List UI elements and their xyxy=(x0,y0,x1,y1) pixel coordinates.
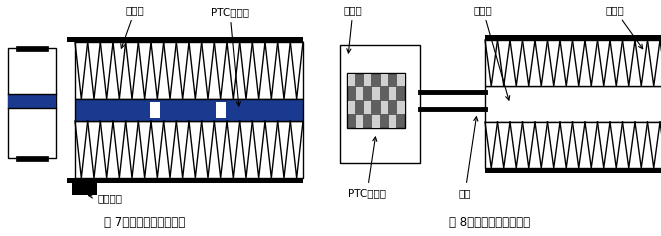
Bar xyxy=(348,73,355,86)
Bar xyxy=(216,102,226,118)
Bar xyxy=(389,87,396,100)
Text: 图 8。绝缘型空气加热器: 图 8。绝缘型空气加热器 xyxy=(449,215,531,228)
Bar xyxy=(67,178,303,183)
Text: 散热器: 散热器 xyxy=(121,5,144,48)
Text: 散热器: 散热器 xyxy=(605,5,642,49)
Bar xyxy=(75,99,303,121)
Text: 电线: 电线 xyxy=(459,117,478,198)
Bar xyxy=(485,168,661,173)
Bar xyxy=(347,73,405,128)
Text: 铝外壳: 铝外壳 xyxy=(474,5,510,100)
Bar xyxy=(473,93,489,108)
Bar xyxy=(16,46,48,51)
Bar xyxy=(381,73,388,86)
Bar xyxy=(364,101,371,114)
Bar xyxy=(356,87,363,100)
Bar xyxy=(381,101,388,114)
Bar xyxy=(16,156,48,160)
Bar xyxy=(485,122,661,168)
Bar xyxy=(340,45,420,163)
Bar xyxy=(75,42,303,99)
Bar xyxy=(397,73,405,86)
Bar xyxy=(364,73,371,86)
Bar xyxy=(485,40,661,86)
Text: 绝缘层: 绝缘层 xyxy=(344,5,362,53)
Text: 电极插头: 电极插头 xyxy=(89,193,122,203)
Bar xyxy=(397,101,405,114)
Bar xyxy=(67,37,303,42)
Bar xyxy=(8,48,56,158)
Bar xyxy=(8,94,56,108)
Bar xyxy=(150,102,160,118)
Text: 图 7。带电型空气加热器: 图 7。带电型空气加热器 xyxy=(104,215,186,228)
Bar xyxy=(485,35,661,40)
Bar xyxy=(389,115,396,127)
Bar xyxy=(72,183,97,195)
Bar xyxy=(372,87,379,100)
Bar xyxy=(356,115,363,127)
Bar xyxy=(348,101,355,114)
Bar xyxy=(75,121,303,178)
Bar xyxy=(485,86,661,122)
Text: PTC陶瓷片: PTC陶瓷片 xyxy=(348,137,386,198)
Text: PTC陶瓷片: PTC陶瓷片 xyxy=(211,7,249,106)
Bar xyxy=(372,115,379,127)
